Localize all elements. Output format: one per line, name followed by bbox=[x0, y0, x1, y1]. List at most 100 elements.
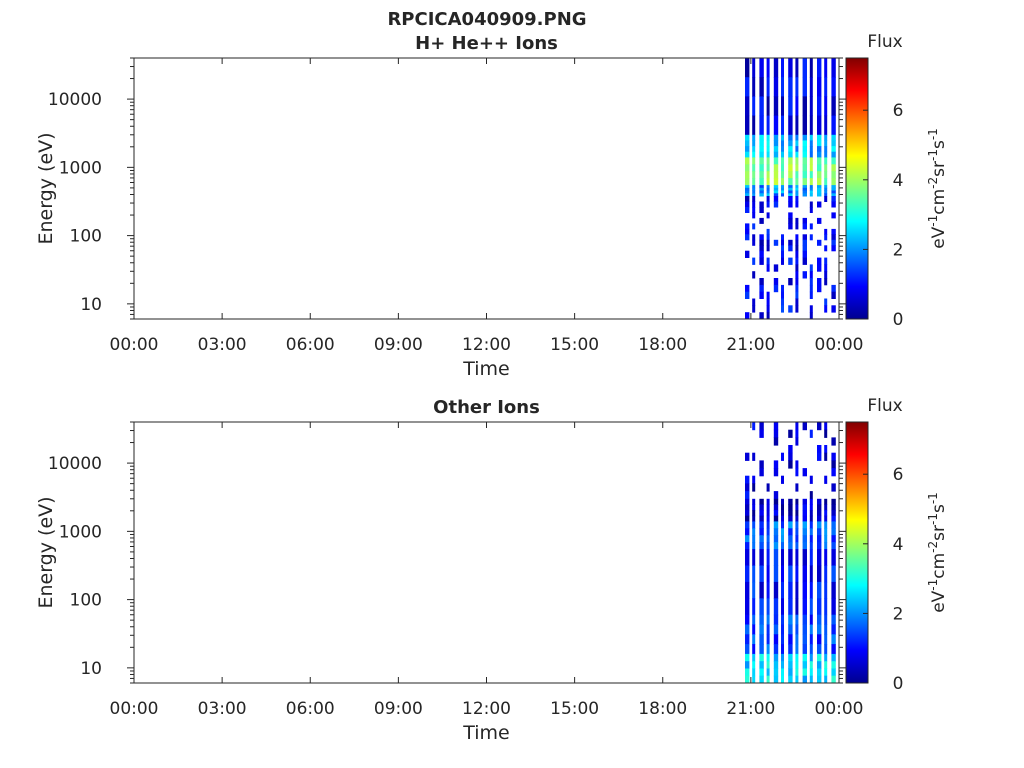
colorbar-tick-label: 0 bbox=[893, 310, 904, 330]
data-cell bbox=[752, 305, 756, 313]
data-cell bbox=[766, 187, 770, 191]
data-cell bbox=[745, 312, 750, 320]
data-cell bbox=[817, 528, 822, 536]
data-cell bbox=[745, 234, 750, 241]
data-cell bbox=[788, 193, 793, 197]
data-cell bbox=[759, 250, 764, 258]
data-cell bbox=[781, 234, 784, 241]
data-cell bbox=[752, 223, 756, 230]
data-cell bbox=[745, 96, 750, 117]
data-cell bbox=[795, 193, 799, 197]
data-cell bbox=[788, 614, 793, 625]
y-tick-label: 100 bbox=[70, 227, 102, 247]
data-cell bbox=[795, 565, 799, 583]
data-cell bbox=[817, 581, 822, 599]
data-cell bbox=[831, 614, 836, 625]
data-cell bbox=[824, 614, 828, 625]
data-cell bbox=[802, 661, 807, 669]
data-cell bbox=[824, 675, 828, 684]
data-cell bbox=[809, 624, 813, 635]
data-cell bbox=[759, 644, 764, 655]
data-cell bbox=[766, 298, 770, 306]
data-cell bbox=[802, 58, 807, 78]
data-cell bbox=[809, 234, 813, 241]
data-cell bbox=[824, 245, 828, 252]
data-cell bbox=[752, 157, 756, 165]
data-cell bbox=[788, 146, 793, 153]
data-cell bbox=[817, 278, 822, 286]
data-cell bbox=[809, 675, 813, 684]
data-cell bbox=[781, 151, 784, 158]
data-cell bbox=[759, 598, 764, 616]
data-cell bbox=[766, 291, 770, 299]
data-cell bbox=[824, 190, 828, 194]
data-cell bbox=[745, 515, 750, 522]
data-cell bbox=[766, 234, 770, 241]
data-cell bbox=[745, 58, 750, 78]
data-cell bbox=[831, 661, 836, 669]
data-cell bbox=[824, 58, 828, 78]
data-cell bbox=[766, 653, 770, 662]
data-cell bbox=[766, 96, 770, 117]
data-cell bbox=[795, 528, 799, 536]
data-cell bbox=[809, 190, 813, 194]
data-cell bbox=[766, 185, 770, 189]
data-cell bbox=[759, 278, 764, 286]
unit-label-part: -2 bbox=[926, 177, 940, 189]
data-cell bbox=[817, 504, 822, 511]
data-cell bbox=[795, 291, 799, 299]
unit-label-part: -1 bbox=[926, 513, 940, 525]
y-tick-label: 1000 bbox=[59, 522, 102, 542]
data-cell bbox=[831, 190, 836, 194]
data-cell bbox=[745, 134, 750, 141]
data-cell bbox=[809, 58, 813, 78]
data-cell bbox=[752, 422, 756, 431]
data-cell bbox=[824, 475, 828, 484]
data-cell bbox=[802, 190, 807, 194]
data-cell bbox=[795, 77, 799, 97]
data-cell bbox=[824, 140, 828, 147]
data-cell bbox=[752, 475, 756, 484]
data-cell bbox=[773, 515, 779, 522]
y-axis-label: Energy (eV) bbox=[35, 496, 57, 608]
data-cell bbox=[824, 624, 828, 635]
data-cell bbox=[817, 239, 822, 246]
data-cell bbox=[788, 675, 793, 684]
data-cell bbox=[752, 535, 756, 543]
data-cell bbox=[781, 535, 784, 543]
data-cell bbox=[781, 77, 784, 97]
data-cell bbox=[745, 549, 750, 566]
data-cell bbox=[788, 429, 793, 438]
data-cell bbox=[745, 284, 750, 293]
data-cell bbox=[759, 134, 764, 141]
y-tick-label: 100 bbox=[70, 591, 102, 611]
data-cell bbox=[831, 498, 836, 505]
x-tick-label: 06:00 bbox=[286, 335, 335, 355]
data-cell bbox=[773, 187, 779, 191]
data-cell bbox=[809, 491, 813, 500]
data-cell bbox=[817, 185, 822, 189]
data-cell bbox=[752, 452, 756, 461]
data-cell bbox=[766, 565, 770, 583]
data-cell bbox=[817, 535, 822, 543]
data-cell bbox=[752, 187, 756, 191]
data-cell bbox=[759, 284, 764, 293]
data-cell bbox=[802, 510, 807, 517]
data-cell bbox=[745, 661, 750, 669]
data-cell bbox=[759, 528, 764, 536]
data-cell bbox=[781, 475, 784, 484]
data-cell bbox=[759, 77, 764, 97]
data-cell bbox=[781, 157, 784, 165]
data-cell bbox=[766, 171, 770, 179]
data-cell bbox=[773, 634, 779, 645]
data-cell bbox=[817, 668, 822, 677]
data-cell bbox=[752, 653, 756, 662]
data-cell bbox=[766, 257, 770, 265]
colorbar-tick-label: 6 bbox=[893, 101, 904, 121]
data-cell bbox=[773, 675, 779, 684]
data-cell bbox=[759, 187, 764, 191]
data-cell bbox=[745, 151, 750, 158]
data-cell bbox=[759, 207, 764, 213]
data-cell bbox=[788, 504, 793, 511]
x-tick-label: 03:00 bbox=[198, 699, 247, 719]
